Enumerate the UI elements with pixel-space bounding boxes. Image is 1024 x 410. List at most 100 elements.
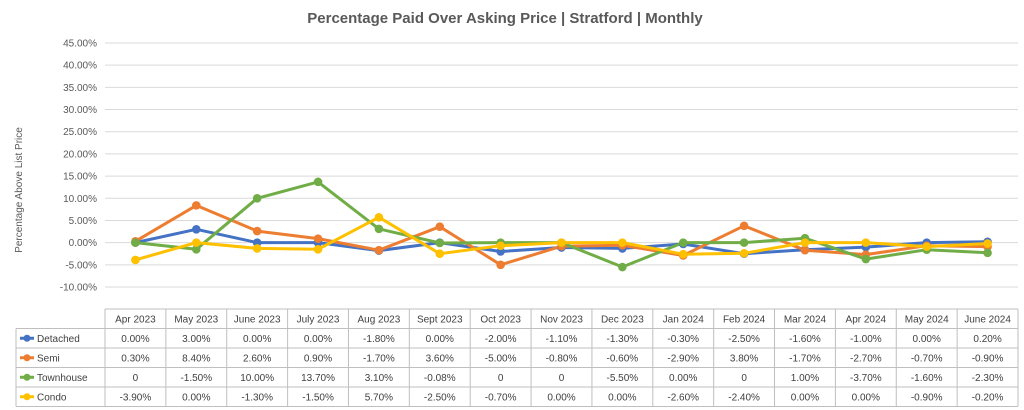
data-label: -2.00% [485, 334, 517, 345]
x-tick-label: May 2024 [905, 314, 949, 325]
data-label: 0.30% [121, 353, 149, 364]
data-point [922, 242, 932, 251]
data-label: 0.20% [973, 334, 1001, 345]
x-tick-label: Aug 2023 [357, 314, 400, 325]
legend-key-marker [23, 334, 31, 342]
data-point [374, 245, 384, 255]
data-point [983, 239, 992, 248]
data-point [618, 262, 627, 272]
y-tick-label: 25.00% [63, 127, 97, 138]
data-label: -5.00% [485, 353, 517, 364]
data-label: 0.00% [669, 373, 697, 384]
legend-key-marker [23, 373, 31, 381]
data-label: -3.90% [120, 392, 152, 403]
data-label: -1.00% [850, 334, 882, 345]
y-axis-ticks: 45.00% 40.00% 35.00% 30.00% 25.00% 20.00% 15.0… [60, 39, 97, 294]
data-point [192, 238, 201, 247]
data-label: -1.50% [302, 392, 334, 403]
data-label: 0.00% [791, 392, 819, 403]
y-tick-label: 20.00% [63, 149, 97, 160]
data-label: -0.08% [424, 373, 456, 384]
data-label: -0.90% [972, 353, 1004, 364]
data-label: 0 [559, 373, 565, 384]
y-tick-label: -5.00% [65, 260, 97, 271]
data-label: 0 [741, 373, 747, 384]
x-tick-label: Apr 2023 [115, 314, 156, 325]
data-label: -3.70% [850, 373, 882, 384]
data-label: -2.70% [850, 353, 882, 364]
data-label: -5.50% [607, 373, 639, 384]
data-point [435, 238, 445, 248]
data-label: -1.60% [911, 373, 943, 384]
data-label: 10.00% [240, 373, 274, 384]
data-point [678, 238, 688, 247]
data-label: 0.00% [547, 392, 575, 403]
data-label: -1.30% [607, 334, 639, 345]
y-tick-label: 5.00% [69, 216, 97, 227]
data-point [252, 244, 262, 253]
data-label: 0.00% [852, 392, 880, 403]
data-label: 3.60% [426, 353, 454, 364]
data-point [435, 249, 445, 259]
data-point [313, 177, 323, 187]
data-point [496, 241, 505, 251]
data-label: 2.60% [243, 353, 271, 364]
data-label: -2.90% [667, 353, 699, 364]
x-tick-label: Dec 2023 [601, 314, 644, 325]
data-point [983, 248, 992, 258]
y-tick-label: 35.00% [63, 83, 97, 94]
data-label: -1.60% [789, 334, 821, 345]
data-label: 0 [498, 373, 504, 384]
data-label: 3.00% [182, 334, 210, 345]
legend-key-marker [23, 354, 31, 362]
data-label: 0.00% [243, 334, 271, 345]
data-point [861, 254, 871, 264]
data-label: -1.80% [363, 334, 395, 345]
data-point [739, 221, 749, 231]
data-point [313, 244, 323, 254]
data-label: 0.00% [304, 334, 332, 345]
data-point [739, 238, 749, 247]
legend-label: Detached [37, 334, 80, 345]
data-point [618, 238, 627, 247]
x-tick-label: Feb 2024 [723, 314, 766, 325]
data-point [252, 226, 262, 236]
data-point [252, 193, 262, 203]
data-label: -0.20% [972, 392, 1004, 403]
x-tick-label: Nov 2023 [540, 314, 583, 325]
data-label: 0.90% [304, 353, 332, 364]
data-label: -0.80% [546, 353, 578, 364]
data-label: 0.00% [426, 334, 454, 345]
x-tick-label: Apr 2024 [846, 314, 887, 325]
x-tick-label: May 2023 [174, 314, 218, 325]
data-label: 5.70% [365, 392, 393, 403]
data-label: 3.10% [365, 373, 393, 384]
data-point [374, 224, 384, 234]
data-label: -2.50% [424, 392, 456, 403]
chart-title: Percentage Paid Over Asking Price | Stra… [307, 10, 703, 27]
data-label: 0.00% [182, 392, 210, 403]
x-tick-label: June 2023 [234, 314, 281, 325]
data-label: -1.50% [180, 373, 212, 384]
data-label: -1.30% [241, 392, 273, 403]
data-point [131, 238, 140, 247]
x-tick-label: Sept 2023 [417, 314, 463, 325]
data-label: -0.70% [485, 392, 517, 403]
data-label: -2.40% [728, 392, 760, 403]
data-point [800, 238, 810, 247]
data-label: -0.30% [667, 334, 699, 345]
y-tick-label: 30.00% [63, 105, 97, 116]
data-point [374, 213, 384, 222]
data-point [800, 245, 810, 255]
data-point [313, 234, 323, 243]
series-lines [133, 180, 990, 269]
data-label: -2.60% [667, 392, 699, 403]
data-label: 1.00% [791, 373, 819, 384]
y-tick-label: 40.00% [63, 61, 97, 72]
y-tick-label: 0.00% [69, 238, 97, 249]
data-label: -0.70% [911, 353, 943, 364]
data-label: -1.70% [789, 353, 821, 364]
legend-label: Condo [37, 392, 67, 403]
data-label: 0.00% [913, 334, 941, 345]
